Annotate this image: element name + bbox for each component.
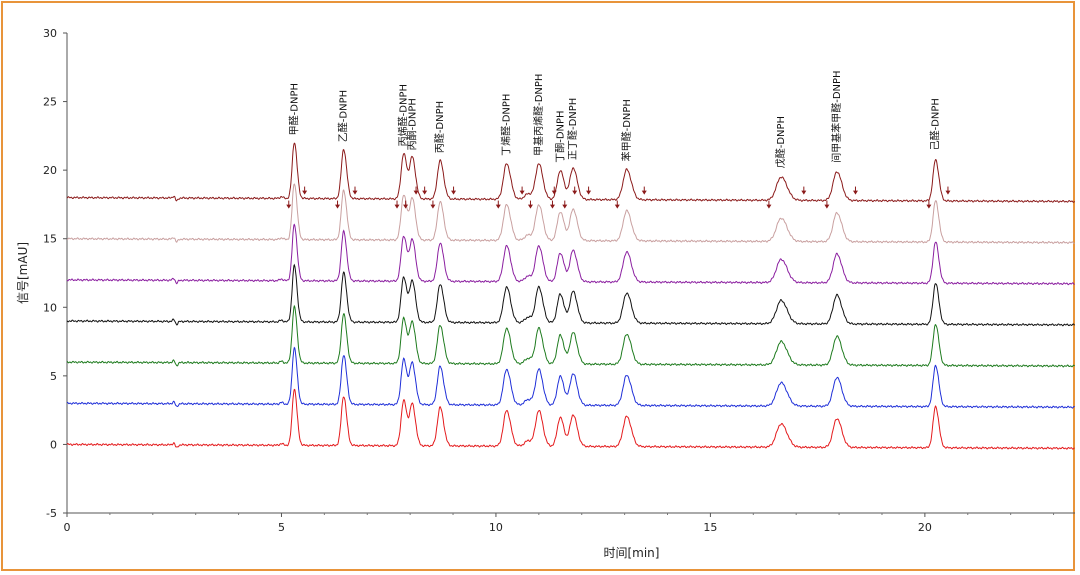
marker-arrowhead [562,204,568,209]
peak-label: 乙醛-DNPH [337,90,350,142]
marker-arrowhead [403,204,409,209]
x-tick-label: 15 [703,521,717,534]
marker-arrowhead [824,204,830,209]
y-tick-label: 15 [43,233,57,246]
series-trace [66,304,1075,368]
marker-arrowhead [766,204,772,209]
peak-label: 甲醛-DNPH [287,83,300,135]
traces [66,142,1075,450]
marker-arrowhead [586,190,592,195]
x-tick-label: 10 [489,521,503,534]
peak-label: 丙酮-DNPH [406,98,418,150]
series-trace [66,388,1075,450]
y-tick-label: 30 [43,27,57,40]
peak-label: 己醛-DNPH [929,98,942,150]
integration-markers [286,186,951,209]
y-tick-label: -5 [46,507,57,520]
peak-label: 苯甲醛-DNPH [620,99,633,161]
marker-arrowhead [422,190,428,195]
marker-arrowhead [527,204,533,209]
marker-arrowhead [430,204,436,209]
y-tick-label: 20 [43,164,57,177]
marker-arrowhead [394,204,400,209]
marker-arrowhead [519,190,525,195]
y-tick-label: 25 [43,96,57,109]
series-trace [66,346,1075,409]
peak-label: 丙烯醛-DNPH [397,84,410,146]
x-axis-label: 时间[min] [603,546,659,560]
marker-arrowhead [551,190,557,195]
marker-arrowhead [614,204,620,209]
series-trace [67,183,1075,244]
marker-arrowhead [302,190,308,195]
series-trace [66,142,1075,203]
marker-arrowhead [852,190,858,195]
x-tick-label: 20 [918,521,932,534]
y-tick-label: 10 [43,301,57,314]
peak-label: 丁酮-DNPH [554,110,566,162]
peak-label: 丁烯醛-DNPH [500,94,513,156]
marker-arrowhead [641,190,647,195]
y-axis-label: 信号[mAU] [16,242,30,304]
series-trace [66,263,1075,327]
y-tick-label: 0 [50,438,57,451]
marker-arrowhead [549,204,555,209]
marker-arrowhead [572,190,578,195]
marker-arrowhead [335,204,341,209]
x-tick-label: 5 [278,521,285,534]
series-trace [66,223,1075,286]
marker-arrowhead [495,204,501,209]
x-tick-label: 0 [64,521,71,534]
peak-label: 丙醛-DNPH [433,101,446,153]
peak-label: 间甲基苯甲醛-DNPH [830,70,843,162]
marker-arrowhead [926,204,932,209]
marker-arrowhead [352,190,358,195]
marker-arrowhead [945,190,951,195]
peak-label: 正丁醛-DNPH [566,98,579,160]
chromatogram-chart: -5 0 5 10 15 20 25 30 0 5 10 15 20 甲醛-DNPH 乙醛-DNPH 丙烯醛… [16,27,1075,560]
peak-label: 甲基丙烯醛-DNPH [532,74,545,156]
marker-arrowhead [801,190,807,195]
marker-arrowhead [451,190,457,195]
peak-label: 戊醛-DNPH [774,116,787,168]
y-tick-label: 5 [50,370,57,383]
axes: -5 0 5 10 15 20 25 30 0 5 10 15 20 [43,27,1075,534]
marker-arrowhead [286,204,292,209]
marker-arrowhead [413,190,419,195]
